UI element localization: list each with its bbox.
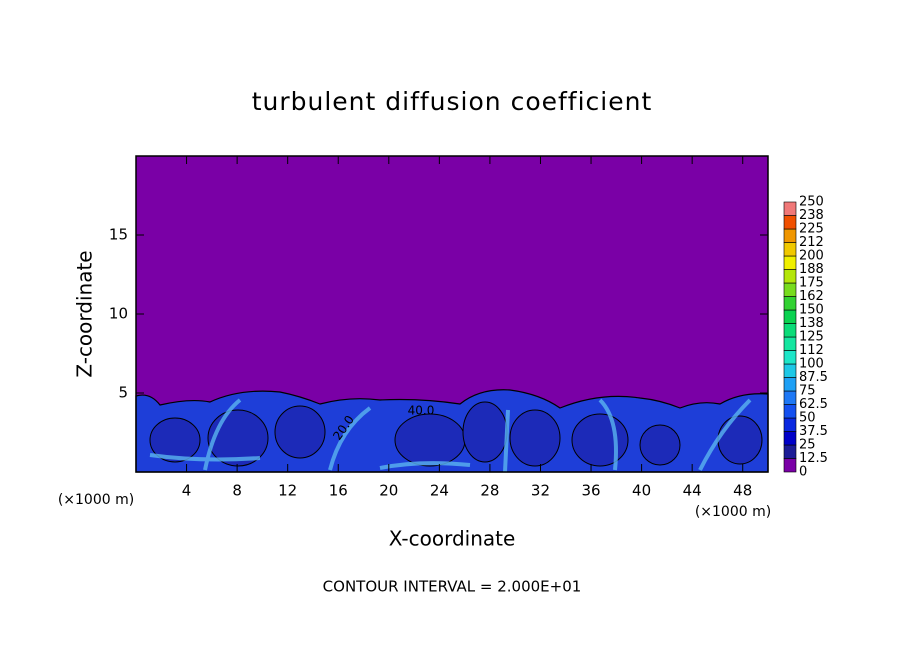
colorbar-swatch xyxy=(783,444,797,459)
colorbar-swatch xyxy=(783,377,797,392)
x-tick-label: 28 xyxy=(480,482,499,500)
colorbar-label: 138 xyxy=(799,316,824,331)
x-tick-label: 44 xyxy=(683,482,702,500)
colorbar-label: 62.5 xyxy=(799,397,828,412)
y-axis-title: Z-coordinate xyxy=(73,250,97,377)
colorbar-label: 25 xyxy=(799,438,816,453)
colorbar-label: 162 xyxy=(799,289,824,304)
high-diffusion-streaks xyxy=(149,398,752,473)
colorbar-swatch xyxy=(783,296,797,311)
y-tick-label: 5 xyxy=(118,384,128,402)
x-tick-label: 36 xyxy=(581,482,600,500)
colorbar-swatch xyxy=(783,431,797,446)
x-tick-label: 12 xyxy=(278,482,297,500)
colorbar-swatch xyxy=(783,242,797,257)
x-tick-label: 40 xyxy=(632,482,651,500)
x-unit-label: (×1000 m) xyxy=(58,492,134,508)
footnote: CONTOUR INTERVAL = 2.000E+01 xyxy=(323,578,582,596)
colorbar-label: 100 xyxy=(799,357,824,372)
y-tick-label: 15 xyxy=(109,226,128,244)
colorbar-swatch xyxy=(783,336,797,351)
x-tick-label: 20 xyxy=(379,482,398,500)
colorbar-swatch xyxy=(783,404,797,419)
colorbar-swatch xyxy=(783,417,797,432)
contour-label: 40.0 xyxy=(408,404,435,418)
colorbar-swatch xyxy=(783,228,797,243)
colorbar-label: 75 xyxy=(799,384,816,399)
colorbar-label: 37.5 xyxy=(799,424,828,439)
colorbar-swatch xyxy=(783,350,797,365)
colorbar-label: 0 xyxy=(799,465,807,480)
colorbar-label: 87.5 xyxy=(799,370,828,385)
x-tick-label: 4 xyxy=(182,482,192,500)
colorbar-swatch xyxy=(783,282,797,297)
x-tick-label: 8 xyxy=(232,482,242,500)
colorbar-label: 150 xyxy=(799,303,824,318)
colorbar-label: 12.5 xyxy=(799,451,828,466)
colorbar-swatch xyxy=(783,390,797,405)
colorbar-swatch xyxy=(783,269,797,284)
colorbar-label: 112 xyxy=(799,343,824,358)
x-unit-label: (×1000 m) xyxy=(695,504,771,520)
colorbar-label: 175 xyxy=(799,276,824,291)
colorbar-swatch xyxy=(783,363,797,378)
colorbar-label: 238 xyxy=(799,208,824,223)
x-tick-label: 24 xyxy=(430,482,449,500)
x-tick-label: 32 xyxy=(531,482,550,500)
x-axis-title: X-coordinate xyxy=(389,527,516,551)
colorbar-label: 200 xyxy=(799,249,824,264)
colorbar-label: 212 xyxy=(799,235,824,250)
plot-field xyxy=(135,156,769,473)
colorbar-label: 225 xyxy=(799,222,824,237)
colorbar-swatch xyxy=(783,201,797,216)
colorbar-label: 188 xyxy=(799,262,824,277)
x-tick-label: 48 xyxy=(733,482,752,500)
colorbar-swatch xyxy=(783,255,797,270)
colorbar-label: 125 xyxy=(799,330,824,345)
x-tick-label: 16 xyxy=(329,482,348,500)
colorbar-label: 50 xyxy=(799,411,816,426)
colorbar-swatch xyxy=(783,323,797,338)
y-tick-label: 10 xyxy=(109,305,128,323)
colorbar-label: 250 xyxy=(799,195,824,210)
chart-title: turbulent diffusion coefficient xyxy=(252,87,653,116)
colorbar-swatch xyxy=(783,309,797,324)
colorbar-swatch xyxy=(783,458,797,473)
colorbar-swatch xyxy=(783,215,797,230)
